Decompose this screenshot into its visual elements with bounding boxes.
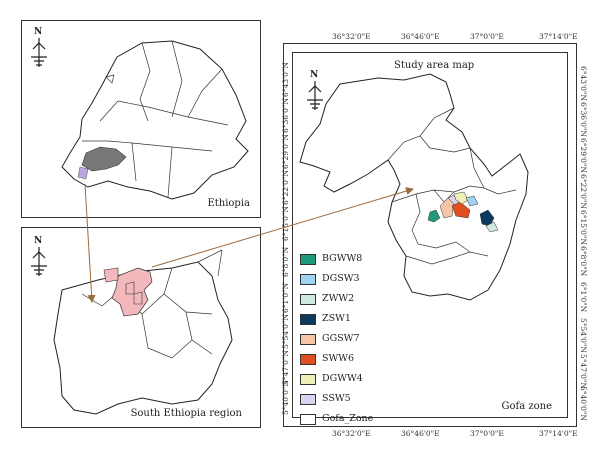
- watershed-dgsw3: [465, 195, 479, 207]
- tick-left: 6°22'0"N: [281, 170, 290, 205]
- tick-left: 6°29'0"N: [281, 134, 290, 169]
- north-arrow: N: [28, 236, 50, 280]
- tick-bottom: 36°46'0"E: [401, 429, 440, 438]
- gofa-zone-ethiopia: [81, 146, 127, 172]
- tick-top: 36°46'0"E: [401, 32, 440, 41]
- study-area-title: Study area map: [394, 60, 475, 71]
- north-arrow: N: [28, 27, 50, 71]
- tick-right: 6°8'0"N: [579, 246, 588, 277]
- legend-swatch: [300, 294, 316, 305]
- legend-label: SSW5: [322, 393, 351, 404]
- tick-right: 5°54'0"N: [579, 318, 588, 353]
- north-letter: N: [34, 236, 43, 246]
- tick-right: 6°36'0"N: [579, 102, 588, 137]
- legend-swatch: [300, 354, 316, 365]
- legend-swatch: [300, 254, 316, 265]
- tick-left: 6°43'0"N: [281, 62, 290, 97]
- tick-left: 5°54'0"N: [281, 314, 290, 349]
- south-ethiopia-title: South Ethiopia region: [130, 408, 242, 419]
- legend-label: SWW6: [322, 353, 355, 364]
- watershed-dgww4: [453, 191, 469, 205]
- legend: BGWW8 DGSW3 ZWW2 ZSW1 GGSW7 SWW6 DGWW4 S…: [300, 253, 380, 425]
- tick-right: 5°40'0"N: [579, 386, 588, 421]
- north-arrow-icon: [307, 81, 323, 110]
- legend-swatch: [300, 414, 316, 425]
- legend-swatch: [300, 274, 316, 285]
- gofa-zone-label: Gofa zone: [501, 401, 553, 412]
- south-ethiopia-map: [53, 249, 233, 415]
- tick-top: 36°32'0"E: [332, 32, 371, 41]
- ethiopia-panel: N Ethiopia: [21, 20, 261, 218]
- gofa-zone-outline: [299, 73, 529, 301]
- tick-bottom: 37°0'0"E: [470, 429, 504, 438]
- south-ethiopia-panel: N South Ethiopia region: [21, 227, 261, 428]
- legend-swatch: [300, 334, 316, 345]
- watershed-zww2: [485, 221, 499, 233]
- tick-left: 6°1'0"N: [281, 282, 290, 313]
- legend-label: GGSW7: [322, 333, 360, 344]
- tick-top: 37°14'0"E: [539, 32, 578, 41]
- north-arrow-icon: [31, 38, 47, 67]
- tick-right: 6°43'0"N: [579, 66, 588, 101]
- legend-swatch: [300, 374, 316, 385]
- tick-right: 6°22'0"N: [579, 174, 588, 209]
- study-area-panel: N Study area map Gofa zone BGWW8 DGSW3 Z…: [283, 43, 577, 427]
- legend-label: ZSW1: [322, 313, 351, 324]
- north-letter: N: [310, 70, 319, 80]
- tick-top: 37°0'0"E: [470, 32, 504, 41]
- north-letter: N: [34, 27, 43, 37]
- ethiopia-outline: [61, 40, 249, 200]
- tick-right: 6°15'0"N: [579, 210, 588, 245]
- tick-right: 6°1'0"N: [579, 282, 588, 313]
- tick-left: 6°36'0"N: [281, 98, 290, 133]
- study-area-map: [299, 73, 529, 301]
- tick-bottom: 36°32'0"E: [332, 429, 371, 438]
- legend-swatch: [300, 394, 316, 405]
- legend-label: DGWW4: [322, 373, 363, 384]
- watershed-zsw1: [479, 209, 495, 227]
- legend-label: BGWW8: [322, 253, 363, 264]
- watershed-sww6: [451, 201, 471, 219]
- tick-right: 6°29'0"N: [579, 138, 588, 173]
- tick-right: 5°47'0"N: [579, 354, 588, 389]
- watershed-bgww8: [427, 209, 441, 223]
- tick-left: 5°40'0"N: [281, 380, 290, 415]
- ethiopia-title: Ethiopia: [207, 198, 250, 209]
- legend-label: ZWW2: [322, 293, 355, 304]
- tick-left: 6°8'0"N: [281, 246, 290, 277]
- north-arrow-icon: [31, 247, 47, 276]
- ethiopia-map: [61, 40, 249, 200]
- tick-bottom: 37°14'0"E: [539, 429, 578, 438]
- tick-left: 6°15'0"N: [281, 206, 290, 241]
- north-arrow: N: [304, 70, 326, 114]
- legend-label: DGSW3: [322, 273, 360, 284]
- legend-swatch: [300, 314, 316, 325]
- legend-label: Gofa_Zone: [322, 413, 374, 424]
